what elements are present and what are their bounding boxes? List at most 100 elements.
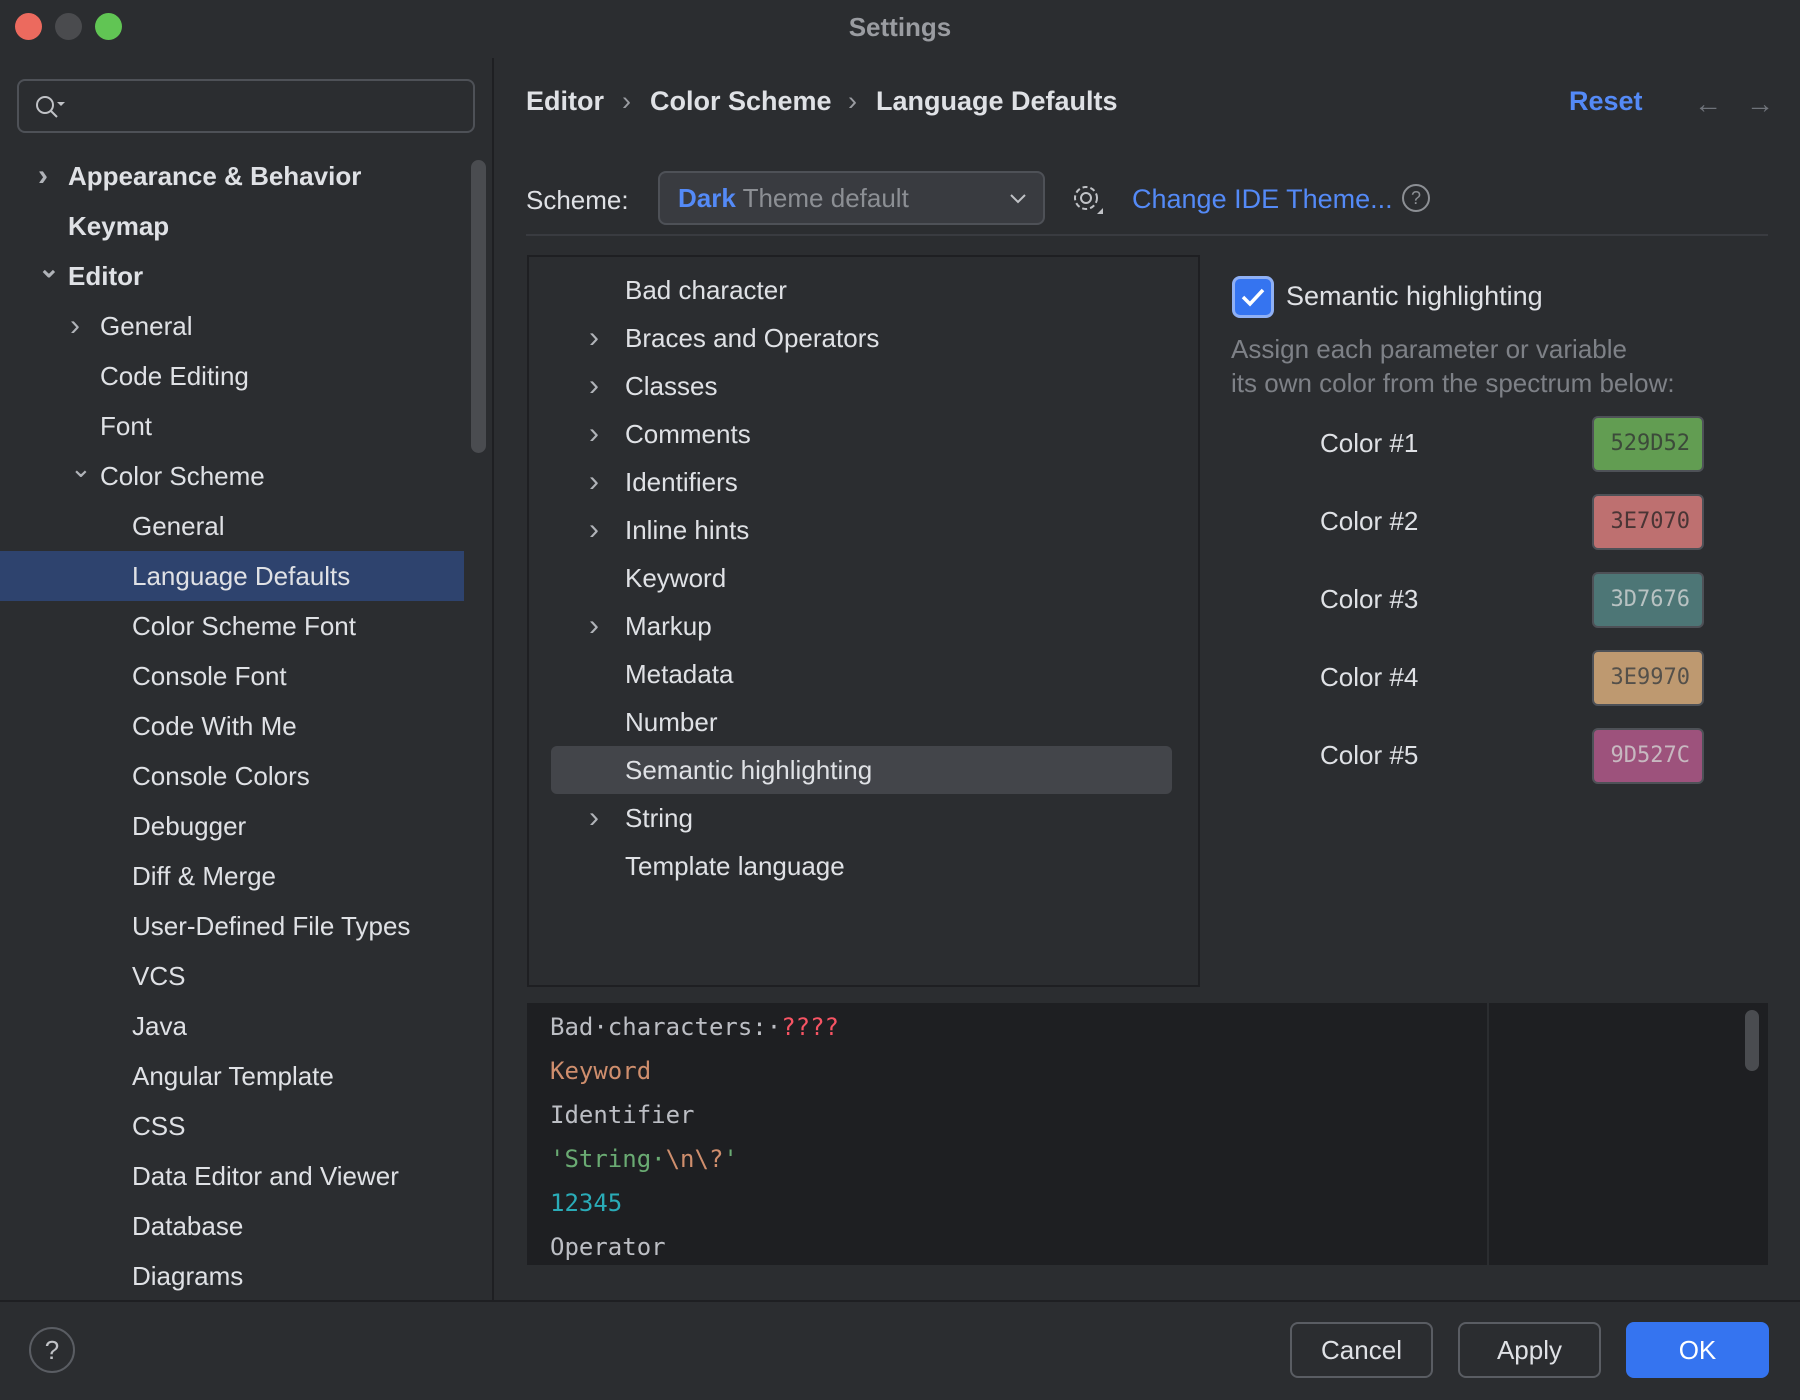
sidebar-item-keymap[interactable]: Keymap <box>0 201 464 251</box>
code-token: 12345 <box>550 1189 623 1217</box>
color-swatch[interactable]: 529D52 <box>1592 416 1704 472</box>
chevron-right-icon[interactable]: › <box>589 801 599 834</box>
apply-button[interactable]: Apply <box>1458 1322 1601 1378</box>
color-swatch[interactable]: 3E9970 <box>1592 650 1704 706</box>
breadcrumb-color-scheme[interactable]: Color Scheme <box>650 86 832 116</box>
tree-item-semantic-highlighting[interactable]: Semantic highlighting <box>551 746 1172 794</box>
color-swatch[interactable]: 9D527C <box>1592 728 1704 784</box>
color-swatch[interactable]: 3D7676 <box>1592 572 1704 628</box>
checkmark-icon <box>1241 288 1265 307</box>
code-line: 12345 <box>550 1181 622 1225</box>
sidebar-item-database[interactable]: Database <box>0 1201 464 1251</box>
chevron-right-icon[interactable]: › <box>38 159 48 192</box>
tree-item-label: Number <box>625 707 718 737</box>
back-arrow-icon[interactable]: ← <box>1694 88 1722 119</box>
sidebar-item-label: CSS <box>132 1111 186 1141</box>
sidebar-item-angular-template[interactable]: Angular Template <box>0 1051 464 1101</box>
sidebar-item-label: Code With Me <box>132 711 297 741</box>
code-token: ' <box>723 1145 738 1173</box>
sidebar-item-code-editing[interactable]: Code Editing <box>0 351 464 401</box>
color-swatch[interactable]: 3E7070 <box>1592 494 1704 550</box>
color-label: Color #1 <box>1320 428 1419 458</box>
tree-item-label: Braces and Operators <box>625 323 880 353</box>
help-icon[interactable]: ? <box>1402 184 1430 212</box>
chevron-right-icon[interactable]: › <box>589 369 599 402</box>
sidebar-item-diagrams[interactable]: Diagrams <box>0 1251 464 1301</box>
sidebar-item-label: Console Font <box>132 661 287 691</box>
tree-item-label: Bad character <box>625 275 787 305</box>
sidebar-item-console-font[interactable]: Console Font <box>0 651 464 701</box>
chevron-right-icon[interactable]: › <box>589 321 599 354</box>
chevron-down-icon[interactable]: ⌄ <box>38 253 60 283</box>
preview-scrollbar[interactable] <box>1745 1010 1759 1071</box>
settings-search-input[interactable] <box>17 79 475 133</box>
sidebar-item-appearance-behavior[interactable]: › Appearance & Behavior <box>0 151 464 201</box>
scheme-name: Dark <box>678 183 736 213</box>
sidebar-item-label: Diagrams <box>132 1261 244 1291</box>
sidebar-item-font[interactable]: Font <box>0 401 464 451</box>
chevron-down-icon[interactable]: ⌄ <box>70 453 92 483</box>
sidebar-item-language-defaults[interactable]: Language Defaults <box>0 551 464 601</box>
gear-icon[interactable] <box>1071 183 1105 217</box>
sidebar-item-code-with-me[interactable]: Code With Me <box>0 701 464 751</box>
tree-item-metadata[interactable]: Metadata <box>551 650 1172 698</box>
tree-item-identifiers[interactable]: › Identifiers <box>551 458 1172 506</box>
reset-link[interactable]: Reset <box>1569 86 1643 116</box>
sidebar-item-data-editor-and-viewer[interactable]: Data Editor and Viewer <box>0 1151 464 1201</box>
tree-item-keyword[interactable]: Keyword <box>551 554 1172 602</box>
sidebar-item-color-scheme-font[interactable]: Color Scheme Font <box>0 601 464 651</box>
breadcrumb-language-defaults: Language Defaults <box>876 86 1118 116</box>
semantic-highlighting-label[interactable]: Semantic highlighting <box>1286 281 1543 311</box>
sidebar-item-general[interactable]: › General <box>0 301 464 351</box>
chevron-right-icon[interactable]: › <box>589 465 599 498</box>
chevron-right-icon[interactable]: › <box>589 513 599 546</box>
tree-item-braces-and-operators[interactable]: › Braces and Operators <box>551 314 1172 362</box>
search-icon <box>36 96 65 118</box>
cancel-button[interactable]: Cancel <box>1290 1322 1433 1378</box>
sidebar-item-console-colors[interactable]: Console Colors <box>0 751 464 801</box>
sidebar-item-debugger[interactable]: Debugger <box>0 801 464 851</box>
sidebar-item-label: User-Defined File Types <box>132 911 411 941</box>
code-token: ???? <box>781 1013 839 1041</box>
code-token: Identifier <box>550 1101 695 1129</box>
breadcrumb-editor[interactable]: Editor <box>526 86 604 116</box>
separator <box>526 234 1768 236</box>
sidebar-item-label: Console Colors <box>132 761 310 791</box>
sidebar-item-label: Angular Template <box>132 1061 334 1091</box>
tree-item-comments[interactable]: › Comments <box>551 410 1172 458</box>
chevron-right-icon[interactable]: › <box>589 609 599 642</box>
semantic-highlighting-checkbox[interactable] <box>1232 276 1274 318</box>
help-button[interactable]: ? <box>29 1327 75 1373</box>
scheme-variant: Theme default <box>742 183 909 213</box>
scheme-dropdown[interactable]: Dark Theme default <box>658 171 1045 225</box>
ok-button[interactable]: OK <box>1626 1322 1769 1378</box>
tree-item-string[interactable]: › String <box>551 794 1172 842</box>
description-line: Assign each parameter or variable <box>1231 334 1627 364</box>
sidebar-scrollbar[interactable] <box>471 160 486 453</box>
tree-item-markup[interactable]: › Markup <box>551 602 1172 650</box>
chevron-right-icon[interactable]: › <box>589 417 599 450</box>
sidebar-item-label: VCS <box>132 961 186 991</box>
sidebar-item-user-defined-file-types[interactable]: User-Defined File Types <box>0 901 464 951</box>
sidebar-item-java[interactable]: Java <box>0 1001 464 1051</box>
tree-item-classes[interactable]: › Classes <box>551 362 1172 410</box>
sidebar-item-color-scheme[interactable]: ⌄ Color Scheme <box>0 451 464 501</box>
sidebar-item-css[interactable]: CSS <box>0 1101 464 1151</box>
change-ide-theme-link[interactable]: Change IDE Theme... <box>1132 184 1393 214</box>
sidebar-item-label: Editor <box>68 261 144 291</box>
color-label: Color #2 <box>1320 506 1419 536</box>
sidebar-item-general[interactable]: General <box>0 501 464 551</box>
close-window-button[interactable] <box>15 13 42 40</box>
zoom-window-button[interactable] <box>95 13 122 40</box>
forward-arrow-icon[interactable]: → <box>1746 88 1774 119</box>
sidebar-item-vcs[interactable]: VCS <box>0 951 464 1001</box>
color-label: Color #3 <box>1320 584 1419 614</box>
tree-item-number[interactable]: Number <box>551 698 1172 746</box>
tree-item-inline-hints[interactable]: › Inline hints <box>551 506 1172 554</box>
sidebar-item-diff-merge[interactable]: Diff & Merge <box>0 851 464 901</box>
sidebar-item-editor[interactable]: ⌄ Editor <box>0 251 464 301</box>
minimize-window-button[interactable] <box>55 13 82 40</box>
tree-item-template-language[interactable]: Template language <box>551 842 1172 890</box>
chevron-right-icon[interactable]: › <box>70 309 80 342</box>
tree-item-bad-character[interactable]: Bad character <box>551 266 1172 314</box>
